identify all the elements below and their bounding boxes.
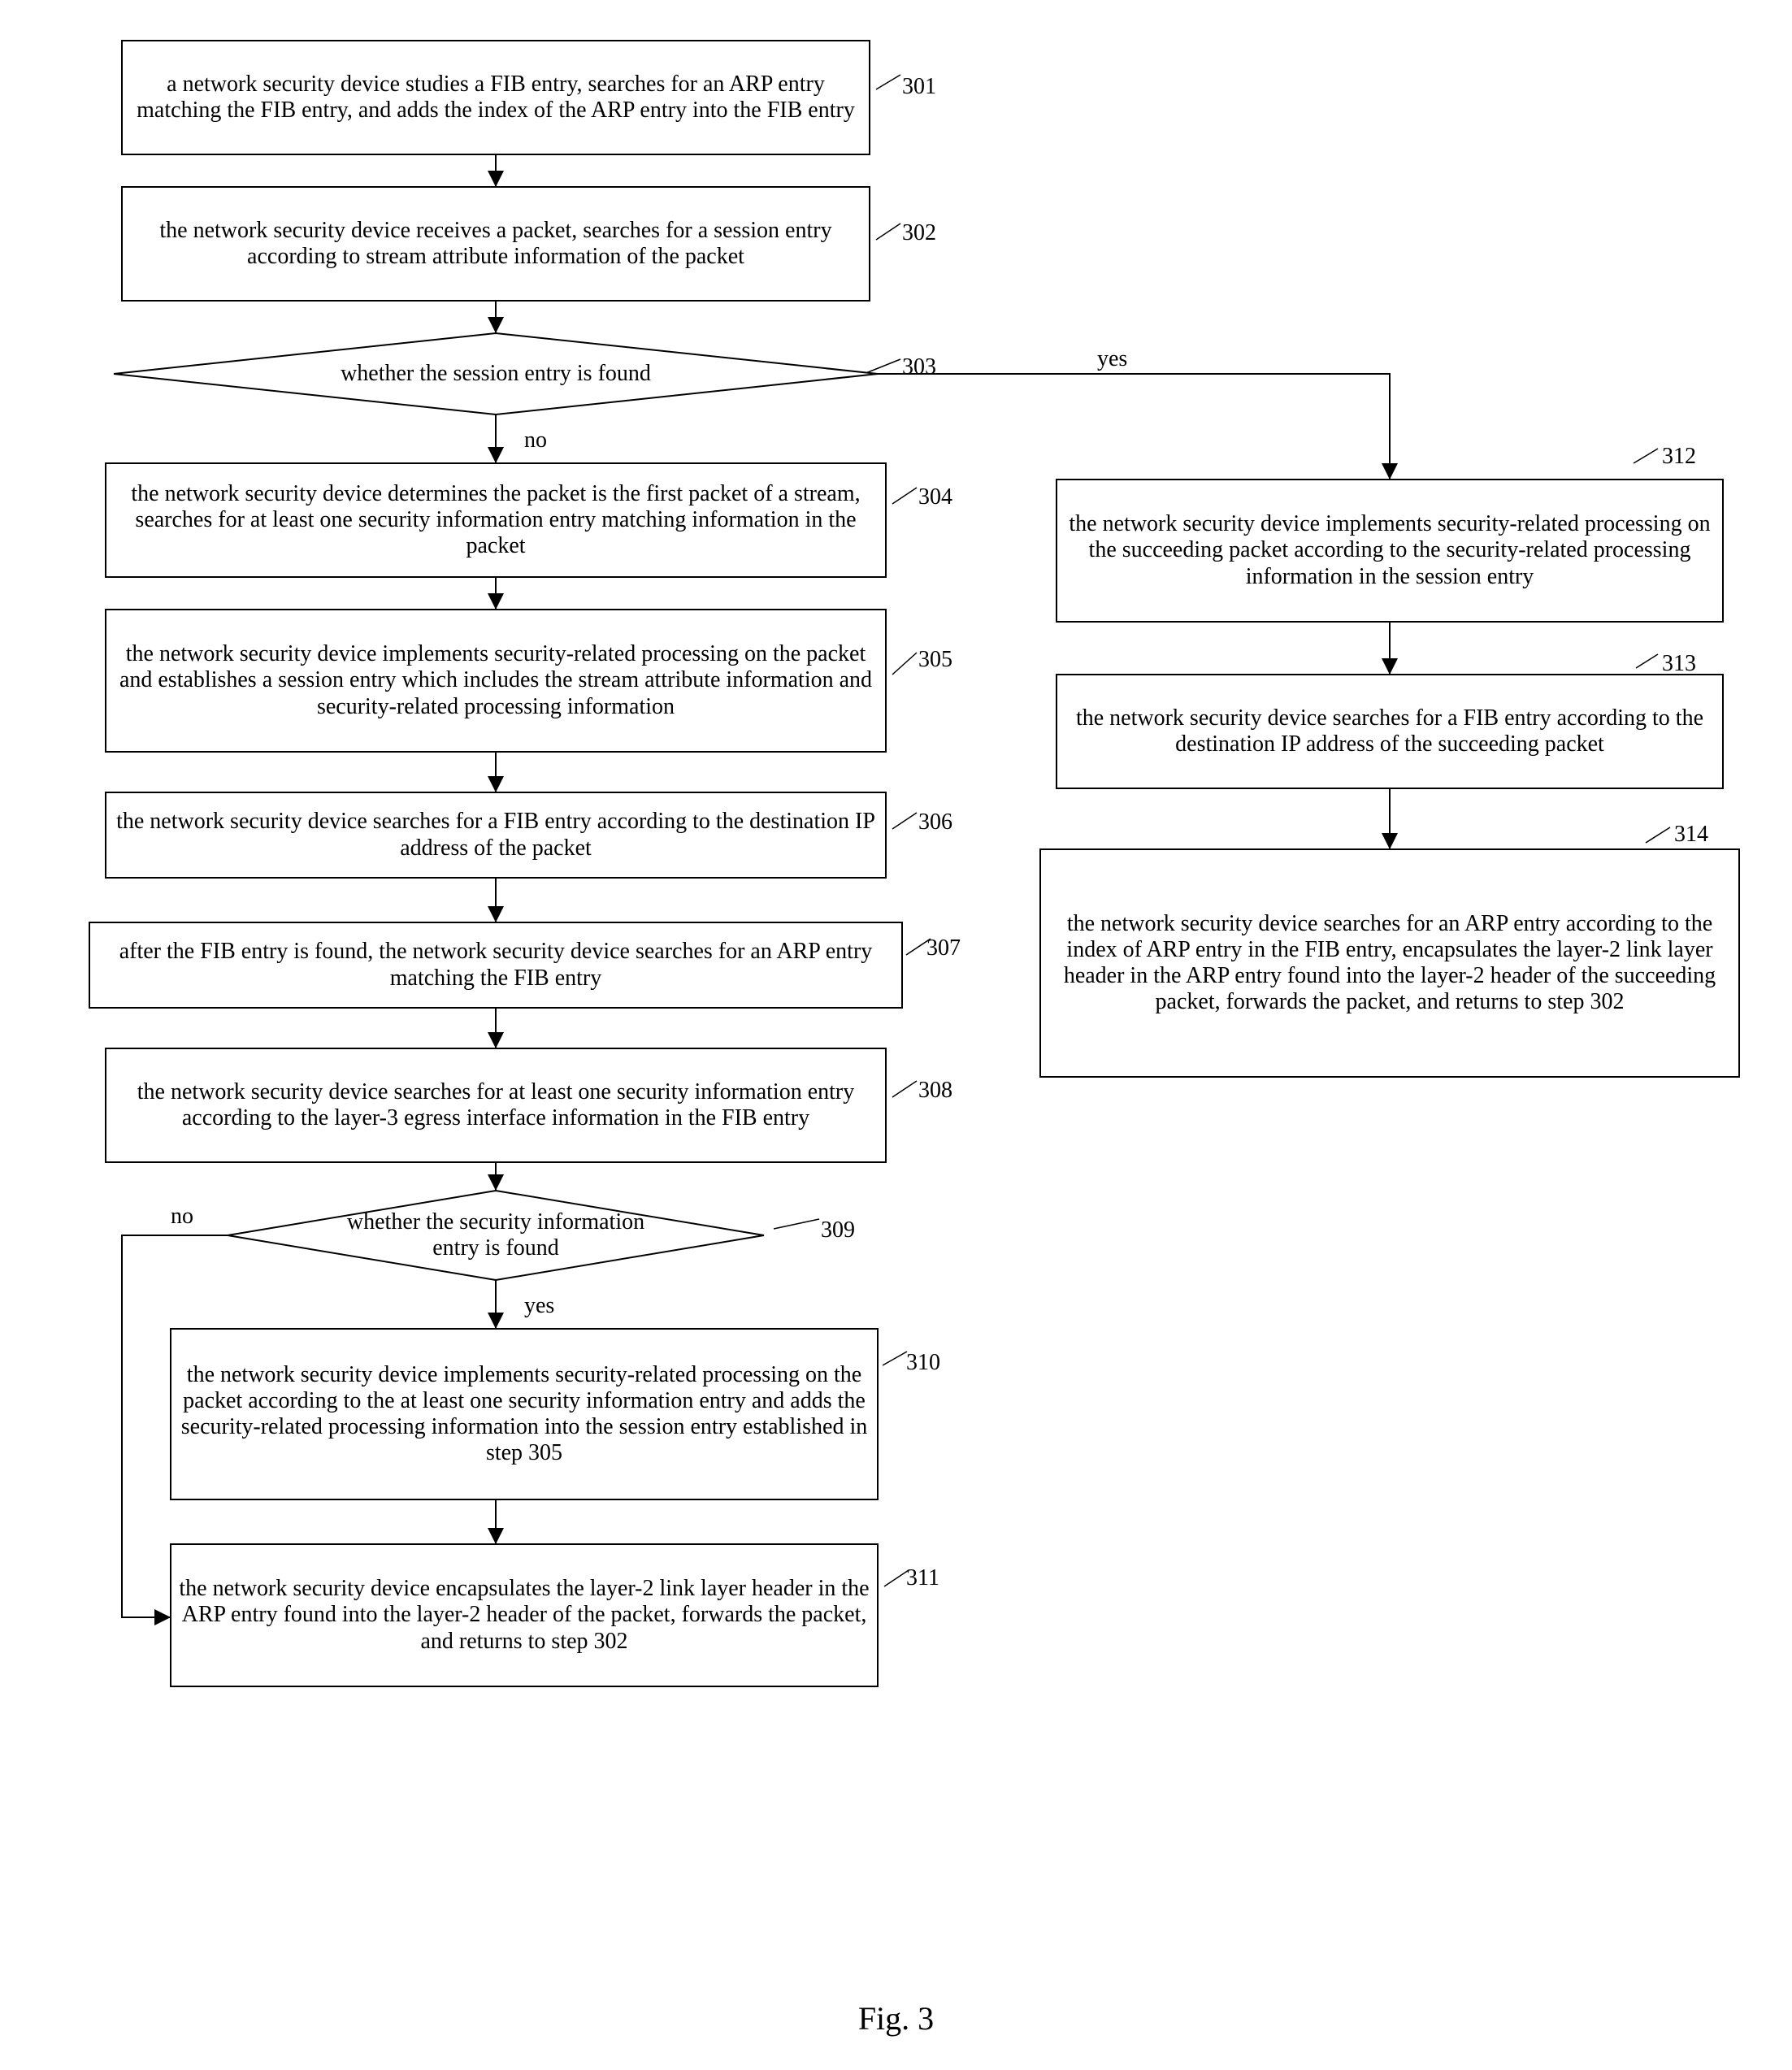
node-tag: 303 (902, 354, 936, 380)
flow-node-n302: the network security device receives a p… (122, 187, 870, 301)
node-tag: 302 (902, 220, 936, 245)
node-tag: 311 (906, 1565, 939, 1590)
tag-leader (892, 653, 917, 675)
node-tag: 301 (902, 74, 936, 99)
node-tag: 307 (926, 935, 961, 961)
node-tag: 306 (918, 809, 952, 835)
flow-node-n307: after the FIB entry is found, the networ… (89, 922, 902, 1008)
flow-node-n312: the network security device implements s… (1057, 480, 1723, 622)
tag-leader (1646, 827, 1670, 843)
node-tag: 305 (918, 647, 952, 672)
flow-node-d309: whether the security information entry i… (228, 1191, 764, 1280)
tag-leader (774, 1219, 819, 1229)
figure-caption: Fig. 3 (33, 1999, 1759, 2037)
flow-node-n301: a network security device studies a FIB … (122, 41, 870, 154)
tag-leader (892, 488, 917, 504)
node-tag: 312 (1662, 444, 1696, 469)
tag-leader (883, 1352, 907, 1365)
tag-leader (876, 75, 900, 89)
edge-label: no (524, 427, 547, 453)
node-tag: 304 (918, 484, 952, 510)
flow-node-n311: the network security device encapsulates… (171, 1544, 878, 1686)
node-tag: 310 (906, 1350, 940, 1375)
flow-node-d303: whether the session entry is found (114, 333, 878, 414)
node-tag: 308 (918, 1078, 952, 1103)
tag-leader (876, 223, 900, 240)
flow-node-n314: the network security device searches for… (1040, 849, 1739, 1077)
flow-node-n313: the network security device searches for… (1057, 675, 1723, 788)
edge-label: no (171, 1204, 193, 1229)
tag-leader (892, 1081, 917, 1097)
tag-leader (884, 1570, 909, 1586)
tag-leader (892, 813, 917, 829)
flow-node-n304: the network security device determines t… (106, 463, 886, 577)
flow-node-n308: the network security device searches for… (106, 1048, 886, 1162)
edge-label: yes (524, 1293, 554, 1318)
tag-leader (1634, 449, 1658, 463)
flow-node-n310: the network security device implements s… (171, 1329, 878, 1499)
flow-node-n305: the network security device implements s… (106, 610, 886, 752)
node-tag: 309 (821, 1217, 855, 1243)
edge-label: yes (1097, 346, 1127, 371)
flow-node-n306: the network security device searches for… (106, 792, 886, 878)
node-tag: 314 (1674, 822, 1708, 847)
tag-leader (1636, 654, 1658, 668)
flowchart-svg: no yes no yes a network security device stud… (33, 33, 1759, 1967)
node-tag: 313 (1662, 651, 1696, 676)
flow-edge (878, 374, 1390, 480)
flowchart-container: no yes no yes a network security device stud… (33, 33, 1759, 1967)
